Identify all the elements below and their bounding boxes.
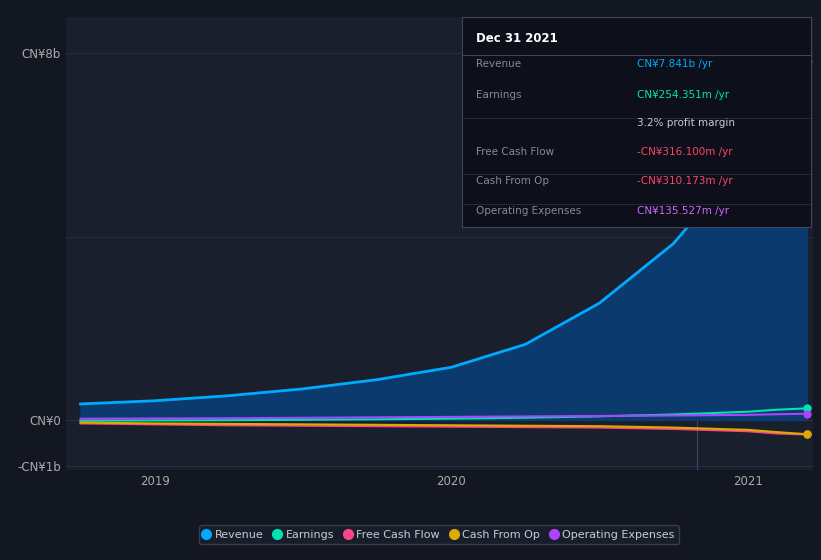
- Text: Free Cash Flow: Free Cash Flow: [476, 147, 554, 157]
- Text: CN¥135.527m /yr: CN¥135.527m /yr: [637, 206, 729, 216]
- Text: -CN¥310.173m /yr: -CN¥310.173m /yr: [637, 176, 732, 186]
- Text: Revenue: Revenue: [476, 59, 521, 69]
- Text: Cash From Op: Cash From Op: [476, 176, 549, 186]
- Text: CN¥7.841b /yr: CN¥7.841b /yr: [637, 59, 712, 69]
- Text: Operating Expenses: Operating Expenses: [476, 206, 581, 216]
- Text: Earnings: Earnings: [476, 90, 521, 100]
- Text: CN¥254.351m /yr: CN¥254.351m /yr: [637, 90, 729, 100]
- Text: -CN¥316.100m /yr: -CN¥316.100m /yr: [637, 147, 732, 157]
- Text: 3.2% profit margin: 3.2% profit margin: [637, 118, 735, 128]
- Legend: Revenue, Earnings, Free Cash Flow, Cash From Op, Operating Expenses: Revenue, Earnings, Free Cash Flow, Cash …: [200, 525, 679, 544]
- Text: Dec 31 2021: Dec 31 2021: [476, 31, 558, 44]
